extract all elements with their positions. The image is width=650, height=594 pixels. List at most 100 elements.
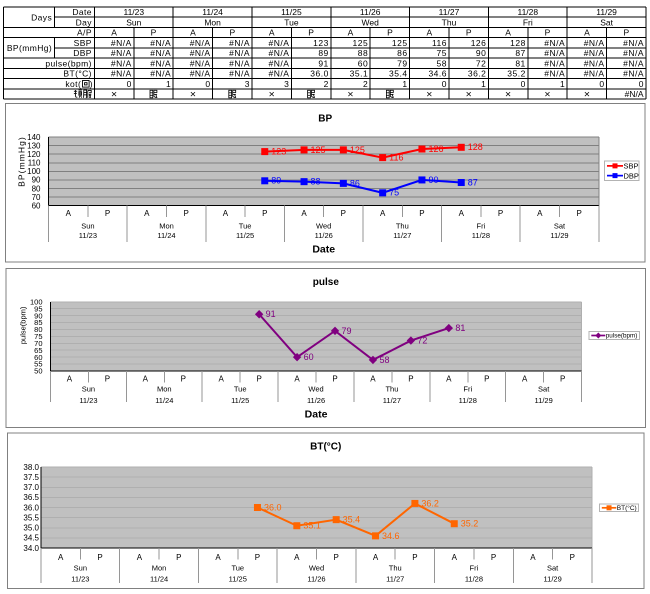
svg-text:A: A <box>219 375 225 384</box>
svg-text:88: 88 <box>358 48 368 58</box>
svg-text:#N/A: #N/A <box>623 58 644 68</box>
svg-text:#N/A: #N/A <box>150 58 171 68</box>
svg-text:P: P <box>105 375 110 384</box>
svg-text:P: P <box>256 375 261 384</box>
svg-text:11/28: 11/28 <box>459 396 477 405</box>
svg-text:60: 60 <box>358 58 368 68</box>
svg-text:×: × <box>505 89 511 101</box>
svg-text:A: A <box>215 553 221 562</box>
svg-text:A: A <box>530 553 536 562</box>
svg-text:11/29: 11/29 <box>535 396 553 405</box>
svg-text:P: P <box>419 209 424 218</box>
svg-text:11/23: 11/23 <box>71 575 89 584</box>
svg-text:75: 75 <box>389 188 399 198</box>
svg-text:A: A <box>269 28 275 38</box>
svg-text:Mon: Mon <box>157 385 172 394</box>
svg-text:#N/A: #N/A <box>268 38 289 48</box>
svg-text:pulse: pulse <box>313 277 340 288</box>
svg-text:37.0: 37.0 <box>23 483 39 492</box>
svg-text:Tue: Tue <box>234 385 247 394</box>
svg-text:Tue: Tue <box>284 17 299 27</box>
svg-text:Sun: Sun <box>81 222 94 231</box>
svg-text:): ) <box>90 79 93 89</box>
svg-text:#N/A: #N/A <box>544 38 565 48</box>
svg-text:2: 2 <box>363 79 368 89</box>
svg-text:#N/A: #N/A <box>584 69 605 79</box>
svg-text:Thu: Thu <box>396 222 409 231</box>
svg-text:11/27: 11/27 <box>386 575 404 584</box>
svg-text:A/P: A/P <box>77 28 92 38</box>
svg-text:P: P <box>262 209 267 218</box>
svg-text:A: A <box>111 28 117 38</box>
svg-text:80: 80 <box>32 184 41 193</box>
svg-text:87: 87 <box>515 48 525 58</box>
svg-text:#N/A: #N/A <box>623 38 644 48</box>
svg-text:#N/A: #N/A <box>229 38 250 48</box>
svg-text:11/25: 11/25 <box>229 575 247 584</box>
svg-text:#N/A: #N/A <box>190 38 211 48</box>
svg-text:128: 128 <box>468 142 483 152</box>
svg-text:35.1: 35.1 <box>350 69 369 79</box>
svg-text:#N/A: #N/A <box>584 58 605 68</box>
svg-text:125: 125 <box>350 145 365 155</box>
svg-text:Date: Date <box>72 7 92 17</box>
svg-text:36.0: 36.0 <box>23 503 39 512</box>
svg-text:128: 128 <box>510 38 526 48</box>
svg-text:Tue: Tue <box>231 564 244 573</box>
svg-text:55: 55 <box>34 360 42 369</box>
svg-text:P: P <box>255 553 260 562</box>
svg-text:72: 72 <box>417 335 427 345</box>
svg-text:125: 125 <box>311 145 326 155</box>
svg-text:79: 79 <box>397 58 407 68</box>
svg-text:11/26: 11/26 <box>360 7 381 17</box>
svg-text:SBP: SBP <box>74 38 92 48</box>
svg-text:P: P <box>412 553 417 562</box>
svg-text:11/26: 11/26 <box>307 575 325 584</box>
svg-text:A: A <box>370 375 376 384</box>
svg-text:75: 75 <box>437 48 447 58</box>
svg-text:Fri: Fri <box>463 385 472 394</box>
svg-text:P: P <box>466 28 472 38</box>
svg-text:A: A <box>137 553 143 562</box>
svg-text:A: A <box>537 209 543 218</box>
svg-text:P: P <box>570 553 575 562</box>
svg-text:P: P <box>229 28 235 38</box>
svg-text:#N/A: #N/A <box>150 38 171 48</box>
svg-text:36.0: 36.0 <box>310 69 329 79</box>
svg-text:60: 60 <box>32 202 41 211</box>
svg-text:1: 1 <box>402 79 407 89</box>
svg-text:11/28: 11/28 <box>472 231 490 240</box>
svg-text:A: A <box>348 28 354 38</box>
svg-text:11/24: 11/24 <box>157 231 175 240</box>
svg-text:11/23: 11/23 <box>79 231 97 240</box>
svg-text:#N/A: #N/A <box>111 38 132 48</box>
svg-text:×: × <box>190 89 196 101</box>
svg-text:0: 0 <box>127 79 132 89</box>
svg-text:Sun: Sun <box>82 385 95 394</box>
svg-text:DBP: DBP <box>624 171 639 180</box>
svg-text:35.4: 35.4 <box>389 69 408 79</box>
svg-text:A: A <box>426 28 432 38</box>
svg-text:Fri: Fri <box>477 222 486 231</box>
svg-text:P: P <box>560 375 565 384</box>
svg-text:Wed: Wed <box>308 385 323 394</box>
svg-text:A: A <box>66 209 72 218</box>
svg-text:60: 60 <box>34 353 42 362</box>
svg-text:90: 90 <box>34 311 42 320</box>
svg-text:Thu: Thu <box>389 564 402 573</box>
svg-text:A: A <box>380 209 386 218</box>
svg-text:P: P <box>176 553 181 562</box>
svg-text:P: P <box>308 28 314 38</box>
svg-text:A: A <box>459 209 465 218</box>
svg-text:A: A <box>584 28 590 38</box>
svg-text:Wed: Wed <box>316 222 331 231</box>
svg-text:A: A <box>373 553 379 562</box>
svg-text:36.5: 36.5 <box>23 493 39 502</box>
svg-text:38.0: 38.0 <box>23 463 39 472</box>
svg-text:#N/A: #N/A <box>625 89 644 99</box>
svg-text:Sat: Sat <box>554 222 566 231</box>
svg-text:34.5: 34.5 <box>23 534 39 543</box>
svg-text:3: 3 <box>284 79 289 89</box>
svg-text:11/28: 11/28 <box>465 575 483 584</box>
svg-text:A: A <box>452 553 458 562</box>
